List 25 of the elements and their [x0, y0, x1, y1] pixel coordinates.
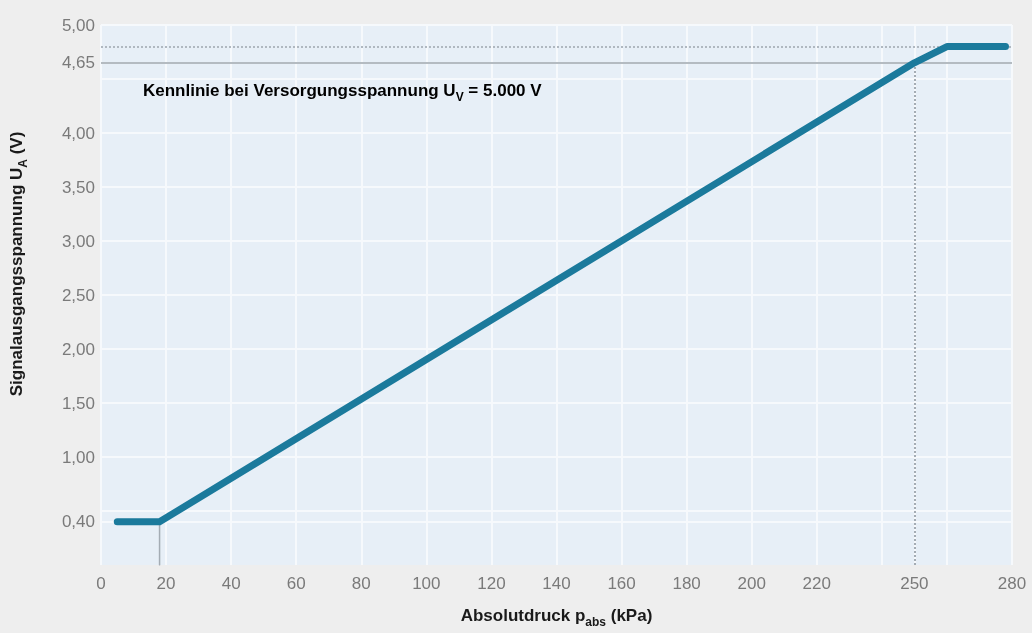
x-tick-label: 220	[802, 574, 831, 593]
x-tick-label: 0	[96, 574, 106, 593]
y-axis-title: Signalausgangsspannung UA (V)	[7, 131, 30, 397]
y-tick-label: 4,65	[61, 53, 95, 73]
x-tick-label: 120	[477, 574, 506, 593]
x-tick-label: 250	[900, 574, 929, 593]
y-tick-label: 1,00	[61, 447, 95, 467]
x-tick-label: 140	[542, 574, 571, 593]
y-tick-label: 2,00	[61, 339, 95, 359]
x-tick-label: 40	[221, 574, 241, 593]
x-tick-label: 280	[997, 574, 1027, 593]
x-tick-label: 80	[351, 574, 371, 593]
x-tick-label: 20	[156, 574, 176, 593]
y-tick-label: 5,00	[61, 15, 95, 35]
y-tick-label: 1,50	[61, 393, 95, 413]
y-tick-label: 3,50	[61, 177, 95, 197]
y-tick-label: 4,00	[61, 123, 95, 143]
x-tick-label: 200	[737, 574, 766, 593]
x-tick-label: 180	[672, 574, 701, 593]
x-tick-label: 160	[607, 574, 636, 593]
y-tick-label: 3,00	[61, 231, 95, 251]
x-tick-label: 60	[286, 574, 306, 593]
y-tick-label: 2,50	[61, 285, 95, 305]
y-tick-label: 0,40	[61, 512, 95, 532]
x-tick-label: 100	[412, 574, 441, 593]
